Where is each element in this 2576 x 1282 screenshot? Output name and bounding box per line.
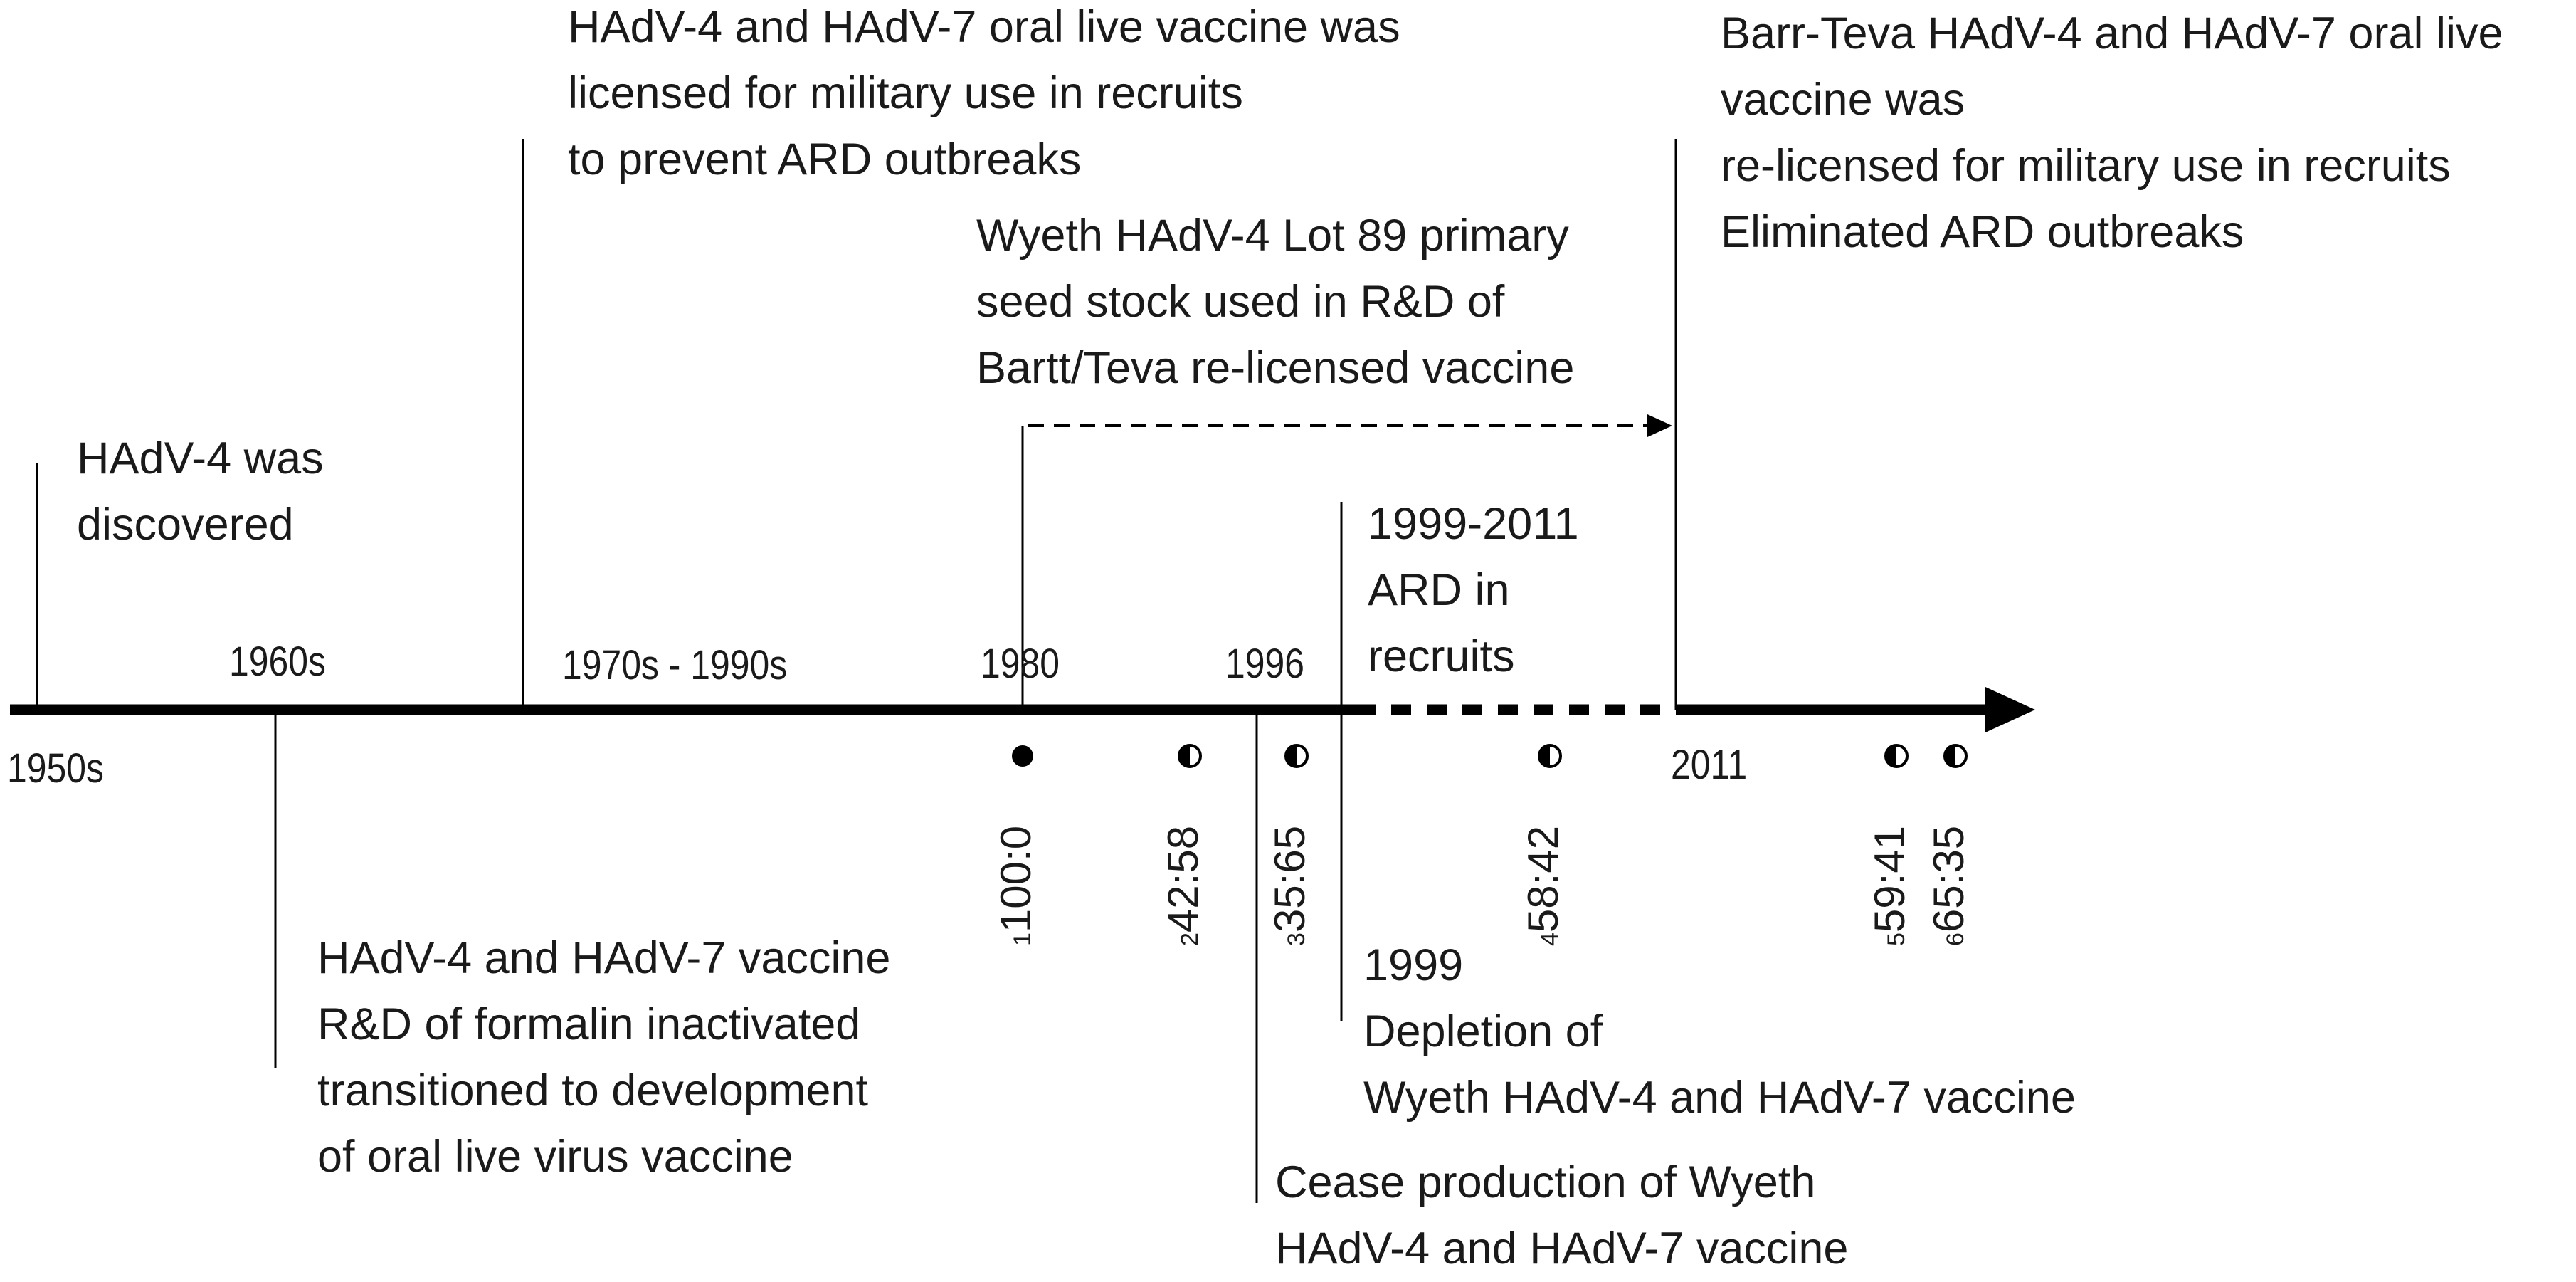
event-wyeth-lot89: Wyeth HAdV-4 Lot 89 primary seed stock us…: [976, 203, 1574, 401]
ratio-footnote-number: 3: [1283, 932, 1310, 946]
event-text-line: Bartt/Teva re-licensed vaccine: [976, 343, 1575, 393]
event-text-line: HAdV-4 and HAdV-7 vaccine: [1275, 1224, 1849, 1273]
era-label-1950s: 1950s: [7, 745, 104, 792]
ratio-marker-1-full-circle-icon: [1012, 745, 1033, 767]
event-text-line: R&D of formalin inactivated: [317, 999, 861, 1049]
event-oral-live-licensed: HAdV-4 and HAdV-7 oral live vaccine was l…: [568, 0, 1400, 193]
ratio-marker-2-half-circle-icon: [1178, 744, 1202, 768]
era-label-1996: 1996: [1225, 641, 1304, 687]
event-ard-1999-2011: 1999-2011 ARD in recruits: [1368, 491, 1579, 690]
ratio-value: 42:58: [1159, 825, 1207, 933]
era-label-1960s: 1960s: [229, 639, 326, 685]
ratio-value: 35:65: [1266, 825, 1314, 933]
ratio-footnote-number: 5: [1883, 932, 1910, 946]
ratio-footnote-number: 2: [1176, 932, 1203, 946]
event-text-line: re-licensed for military use in recruits: [1721, 141, 2451, 191]
event-text-line: transitioned to development: [317, 1066, 868, 1115]
ratio-value: 100:0: [992, 825, 1040, 933]
event-text-line: Wyeth HAdV-4 Lot 89 primary: [976, 211, 1569, 261]
event-text-line: Eliminated ARD outbreaks: [1721, 207, 2244, 257]
event-text-line: HAdV-4 and HAdV-7 vaccine: [317, 933, 891, 983]
ratio-value: 59:41: [1866, 825, 1913, 933]
event-depletion-1999: 1999 Depletion of Wyeth HAdV-4 and HAdV-7 …: [1363, 932, 2076, 1131]
event-text-line: to prevent ARD outbreaks: [568, 135, 1082, 184]
lot89-dashed-arrow-head: [1647, 414, 1672, 437]
ratio-value: 65:35: [1925, 825, 1973, 933]
ratio-marker-3-half-circle-icon: [1284, 744, 1309, 768]
ratio-footnote-number: 6: [1942, 932, 1969, 946]
ratio-value: 58:42: [1519, 825, 1567, 933]
era-label-2011: 2011: [1671, 742, 1748, 788]
event-text-line: vaccine was: [1721, 75, 1965, 125]
ratio-marker-5-half-circle-icon: [1884, 744, 1909, 768]
event-text-line: 1999: [1363, 940, 1464, 990]
ratio-label-4: 458:42: [1519, 825, 1571, 946]
event-text-line: of oral live virus vaccine: [317, 1132, 793, 1182]
event-text-line: seed stock used in R&D of: [976, 277, 1505, 327]
event-barr-teva-relicensed: Barr-Teva HAdV-4 and HAdV-7 oral live vac…: [1721, 1, 2503, 266]
event-text-line: HAdV-4 and HAdV-7 oral live vaccine was: [568, 2, 1400, 52]
era-label-1980: 1980: [981, 641, 1060, 687]
event-text-line: discovered: [77, 500, 294, 550]
event-text-line: ARD in: [1368, 565, 1510, 615]
event-text-line: 1999-2011: [1368, 499, 1579, 549]
ratio-marker-4-half-circle-icon: [1538, 744, 1562, 768]
event-hadv4-discovered: HAdV-4 was discovered: [77, 426, 324, 558]
era-label-1970s-1990s: 1970s - 1990s: [562, 642, 788, 688]
event-text-line: Barr-Teva HAdV-4 and HAdV-7 oral live: [1721, 9, 2503, 58]
event-text-line: HAdV-4 was: [77, 434, 324, 483]
event-text-line: licensed for military use in recruits: [568, 68, 1243, 118]
event-text-line: Wyeth HAdV-4 and HAdV-7 vaccine: [1363, 1073, 2076, 1123]
ratio-marker-6-half-circle-icon: [1943, 744, 1968, 768]
ratio-label-1: 1100:0: [992, 825, 1044, 946]
ratio-label-2: 242:58: [1159, 825, 1211, 946]
ratio-footnote-number: 1: [1009, 932, 1036, 946]
ratio-label-3: 335:65: [1266, 825, 1318, 946]
event-text-line: recruits: [1368, 631, 1515, 681]
event-text-line: Depletion of: [1363, 1007, 1603, 1056]
timeline-arrow-head: [1985, 687, 2035, 732]
event-formalin-transition: HAdV-4 and HAdV-7 vaccine R&D of formalin…: [317, 925, 890, 1190]
ratio-label-6: 665:35: [1925, 825, 1977, 946]
event-text-line: Cease production of Wyeth: [1275, 1157, 1816, 1207]
ratio-label-5: 559:41: [1866, 825, 1918, 946]
event-cease-production: Cease production of Wyeth HAdV-4 and HAdV…: [1275, 1150, 1848, 1282]
ratio-footnote-number: 4: [1536, 932, 1563, 946]
